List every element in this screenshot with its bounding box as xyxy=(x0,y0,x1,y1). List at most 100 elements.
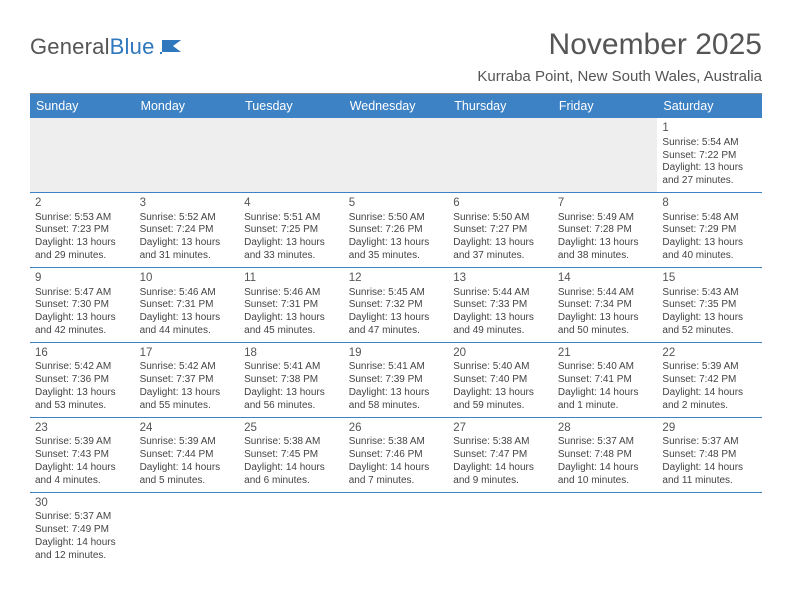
brand-part2: Blue xyxy=(110,34,155,59)
daylight-line: Daylight: 13 hours and 40 minutes. xyxy=(662,237,757,263)
day-number: 5 xyxy=(349,196,444,211)
sunrise-line: Sunrise: 5:52 AM xyxy=(140,212,235,225)
sunrise-line: Sunrise: 5:46 AM xyxy=(244,287,339,300)
dow-label: Sunday xyxy=(30,94,135,118)
calendar-week: 30Sunrise: 5:37 AMSunset: 7:49 PMDayligh… xyxy=(30,493,762,567)
calendar-day: 11Sunrise: 5:46 AMSunset: 7:31 PMDayligh… xyxy=(239,268,344,342)
day-number: 12 xyxy=(349,271,444,286)
day-number: 18 xyxy=(244,346,339,361)
calendar-day-empty xyxy=(239,118,344,192)
day-number: 27 xyxy=(453,421,548,436)
sunset-line: Sunset: 7:40 PM xyxy=(453,374,548,387)
daylight-line: Daylight: 14 hours and 4 minutes. xyxy=(35,462,130,488)
calendar-day: 28Sunrise: 5:37 AMSunset: 7:48 PMDayligh… xyxy=(553,418,658,492)
daylight-line: Daylight: 13 hours and 38 minutes. xyxy=(558,237,653,263)
daylight-line: Daylight: 14 hours and 11 minutes. xyxy=(662,462,757,488)
daylight-line: Daylight: 13 hours and 53 minutes. xyxy=(35,387,130,413)
day-number: 25 xyxy=(244,421,339,436)
calendar-day: 2Sunrise: 5:53 AMSunset: 7:23 PMDaylight… xyxy=(30,193,135,267)
daylight-line: Daylight: 13 hours and 56 minutes. xyxy=(244,387,339,413)
sunrise-line: Sunrise: 5:44 AM xyxy=(558,287,653,300)
sunset-line: Sunset: 7:48 PM xyxy=(558,449,653,462)
daylight-line: Daylight: 14 hours and 6 minutes. xyxy=(244,462,339,488)
day-number: 26 xyxy=(349,421,444,436)
sunset-line: Sunset: 7:23 PM xyxy=(35,224,130,237)
sunset-line: Sunset: 7:34 PM xyxy=(558,299,653,312)
sunrise-line: Sunrise: 5:49 AM xyxy=(558,212,653,225)
sunset-line: Sunset: 7:33 PM xyxy=(453,299,548,312)
calendar-day: 30Sunrise: 5:37 AMSunset: 7:49 PMDayligh… xyxy=(30,493,135,567)
sunrise-line: Sunrise: 5:50 AM xyxy=(349,212,444,225)
sunrise-line: Sunrise: 5:43 AM xyxy=(662,287,757,300)
sunset-line: Sunset: 7:26 PM xyxy=(349,224,444,237)
sunrise-line: Sunrise: 5:44 AM xyxy=(453,287,548,300)
sunset-line: Sunset: 7:45 PM xyxy=(244,449,339,462)
day-number: 13 xyxy=(453,271,548,286)
daylight-line: Daylight: 14 hours and 10 minutes. xyxy=(558,462,653,488)
day-number: 30 xyxy=(35,496,130,511)
sunset-line: Sunset: 7:37 PM xyxy=(140,374,235,387)
calendar-week: 9Sunrise: 5:47 AMSunset: 7:30 PMDaylight… xyxy=(30,268,762,343)
calendar-day-empty xyxy=(448,493,553,567)
calendar-day-empty xyxy=(448,118,553,192)
sunset-line: Sunset: 7:36 PM xyxy=(35,374,130,387)
sunrise-line: Sunrise: 5:51 AM xyxy=(244,212,339,225)
daylight-line: Daylight: 14 hours and 5 minutes. xyxy=(140,462,235,488)
daylight-line: Daylight: 13 hours and 47 minutes. xyxy=(349,312,444,338)
sunset-line: Sunset: 7:22 PM xyxy=(662,150,757,163)
sunrise-line: Sunrise: 5:40 AM xyxy=(453,361,548,374)
sunrise-line: Sunrise: 5:47 AM xyxy=(35,287,130,300)
daylight-line: Daylight: 14 hours and 12 minutes. xyxy=(35,537,130,563)
daylight-line: Daylight: 13 hours and 37 minutes. xyxy=(453,237,548,263)
day-number: 4 xyxy=(244,196,339,211)
daylight-line: Daylight: 13 hours and 59 minutes. xyxy=(453,387,548,413)
sunrise-line: Sunrise: 5:54 AM xyxy=(662,137,757,150)
day-number: 20 xyxy=(453,346,548,361)
day-number: 1 xyxy=(662,121,757,136)
calendar-day: 27Sunrise: 5:38 AMSunset: 7:47 PMDayligh… xyxy=(448,418,553,492)
daylight-line: Daylight: 13 hours and 31 minutes. xyxy=(140,237,235,263)
day-number: 24 xyxy=(140,421,235,436)
sunrise-line: Sunrise: 5:41 AM xyxy=(244,361,339,374)
sunset-line: Sunset: 7:30 PM xyxy=(35,299,130,312)
daylight-line: Daylight: 13 hours and 49 minutes. xyxy=(453,312,548,338)
sunrise-line: Sunrise: 5:42 AM xyxy=(35,361,130,374)
sunrise-line: Sunrise: 5:40 AM xyxy=(558,361,653,374)
sunset-line: Sunset: 7:42 PM xyxy=(662,374,757,387)
calendar-day: 14Sunrise: 5:44 AMSunset: 7:34 PMDayligh… xyxy=(553,268,658,342)
sunset-line: Sunset: 7:46 PM xyxy=(349,449,444,462)
calendar-day-empty xyxy=(135,493,240,567)
sunset-line: Sunset: 7:27 PM xyxy=(453,224,548,237)
calendar-day: 7Sunrise: 5:49 AMSunset: 7:28 PMDaylight… xyxy=(553,193,658,267)
sunset-line: Sunset: 7:31 PM xyxy=(244,299,339,312)
calendar-day: 4Sunrise: 5:51 AMSunset: 7:25 PMDaylight… xyxy=(239,193,344,267)
brand-part1: General xyxy=(30,34,110,59)
calendar-day: 23Sunrise: 5:39 AMSunset: 7:43 PMDayligh… xyxy=(30,418,135,492)
day-number: 21 xyxy=(558,346,653,361)
calendar-day-empty xyxy=(344,118,449,192)
calendar-day-empty xyxy=(30,118,135,192)
day-number: 29 xyxy=(662,421,757,436)
day-number: 6 xyxy=(453,196,548,211)
sunset-line: Sunset: 7:48 PM xyxy=(662,449,757,462)
calendar-day: 13Sunrise: 5:44 AMSunset: 7:33 PMDayligh… xyxy=(448,268,553,342)
dow-label: Tuesday xyxy=(239,94,344,118)
dow-label: Friday xyxy=(553,94,658,118)
day-number: 2 xyxy=(35,196,130,211)
calendar-day: 10Sunrise: 5:46 AMSunset: 7:31 PMDayligh… xyxy=(135,268,240,342)
sunset-line: Sunset: 7:24 PM xyxy=(140,224,235,237)
sunset-line: Sunset: 7:44 PM xyxy=(140,449,235,462)
daylight-line: Daylight: 14 hours and 7 minutes. xyxy=(349,462,444,488)
location-text: Kurraba Point, New South Wales, Australi… xyxy=(477,68,762,85)
calendar-day-empty xyxy=(135,118,240,192)
daylight-line: Daylight: 13 hours and 50 minutes. xyxy=(558,312,653,338)
sunrise-line: Sunrise: 5:53 AM xyxy=(35,212,130,225)
calendar-day: 8Sunrise: 5:48 AMSunset: 7:29 PMDaylight… xyxy=(657,193,762,267)
day-number: 15 xyxy=(662,271,757,286)
sunset-line: Sunset: 7:47 PM xyxy=(453,449,548,462)
calendar-week: 23Sunrise: 5:39 AMSunset: 7:43 PMDayligh… xyxy=(30,418,762,493)
daylight-line: Daylight: 13 hours and 45 minutes. xyxy=(244,312,339,338)
day-number: 22 xyxy=(662,346,757,361)
daylight-line: Daylight: 14 hours and 9 minutes. xyxy=(453,462,548,488)
sunrise-line: Sunrise: 5:46 AM xyxy=(140,287,235,300)
